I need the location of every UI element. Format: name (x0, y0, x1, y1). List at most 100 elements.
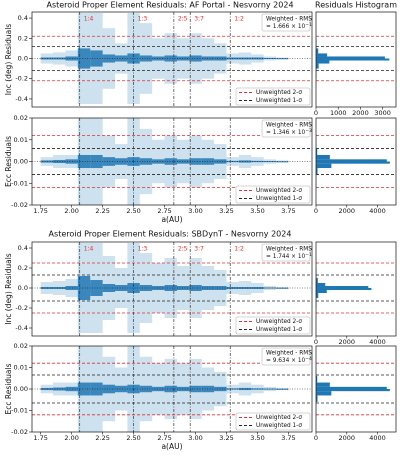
rms-mantissa: = 1.346 × 10 (266, 130, 306, 136)
resonance-label: 1:4 (84, 16, 94, 23)
rms-value: = 1.346 × 10−3 (266, 128, 312, 136)
x-tick-label: 3.00 (188, 434, 202, 442)
hist-bar (316, 159, 387, 162)
hist-bar (316, 63, 319, 69)
hist-x-tick-label: 4000 (369, 207, 386, 215)
hist-frame (315, 241, 397, 337)
y-tick-label: 0.2 (18, 34, 28, 42)
y-axis-label: Inc (deg) Residuals (4, 253, 13, 325)
y-tick-label: 0.00 (14, 385, 28, 393)
hist-bar (316, 168, 318, 175)
rms-title: Weighted - RMS (266, 247, 312, 253)
hist-x-tick-label: 2000 (338, 338, 355, 346)
y-axis-label: Ecc Residuals (4, 363, 13, 414)
rms-exponent: −1 (305, 22, 312, 28)
resonance-label: 2:5 (178, 246, 188, 253)
hist-frame (315, 11, 397, 108)
legend-box (235, 185, 311, 204)
panel-frame (31, 117, 313, 206)
legend-box (235, 412, 311, 431)
resonance-label: 1:2 (234, 16, 244, 23)
residual-core (40, 160, 54, 163)
residual-core (90, 154, 103, 169)
hist-bar (316, 286, 369, 288)
hist-area (316, 135, 390, 188)
y-tick-label: 0.01 (14, 364, 28, 372)
residual-core (90, 50, 103, 67)
hist-x-tick-label: 2000 (352, 109, 369, 117)
y-tick-label: -0.2 (15, 304, 28, 312)
hist-bar (316, 161, 390, 164)
residual-core (127, 53, 140, 64)
hist-frame (315, 117, 397, 206)
resonance-label: 2:5 (178, 16, 188, 23)
residual-core (102, 157, 116, 166)
hist-bar (316, 60, 330, 64)
plot-area (32, 346, 312, 432)
residual-core (53, 57, 66, 60)
residual-core (40, 287, 54, 289)
residual-core (115, 385, 128, 393)
hist-title: Residuals Histogram (315, 1, 397, 10)
rms-value: = 1.744 × 10−1 (266, 252, 312, 260)
residual-core (77, 382, 91, 396)
x-tick-label: 2.75 (157, 434, 171, 442)
residual-core (139, 285, 153, 291)
hist-x-tick-label: 4000 (369, 434, 386, 442)
hist-bar (316, 288, 372, 290)
rms-mantissa: = 9.634 × 10 (266, 358, 306, 364)
residual-core (102, 54, 116, 63)
hist-x-tick-label: 0 (314, 109, 318, 117)
x-tick-label: 3.00 (188, 207, 202, 215)
residual-core (40, 387, 54, 391)
panel-frame (31, 241, 313, 337)
residual-core (189, 55, 202, 62)
residual-core (176, 56, 190, 61)
chart-title: Asteroid Proper Element Residuals: AF Po… (46, 1, 293, 10)
residual-core (164, 55, 177, 62)
hist-bar (316, 58, 390, 61)
y-tick-label: 0.0 (18, 284, 28, 292)
y-tick-label: 0.0 (18, 54, 28, 62)
x-tick-label: 2.25 (95, 434, 109, 442)
hist-bar (316, 56, 385, 59)
rms-box (261, 13, 311, 32)
x-tick-label: 3.50 (250, 434, 264, 442)
rms-title: Weighted - RMS (266, 123, 312, 129)
residual-core (176, 286, 190, 290)
residual-core (176, 159, 190, 164)
residual-core (189, 385, 202, 393)
residual-core (53, 159, 66, 164)
hist-bar (316, 391, 332, 396)
rms-exponent: −4 (305, 356, 312, 362)
rms-box (261, 243, 311, 262)
hist-bar (316, 278, 318, 283)
hist-bar (316, 163, 332, 169)
residual-core (152, 159, 165, 164)
y-tick-label: 0.4 (18, 14, 28, 22)
rms-mantissa: = 1.666 × 10 (266, 24, 306, 30)
panel-frame (31, 11, 313, 108)
residual-core (77, 48, 91, 69)
legend-label: Unweighted 2-σ (256, 188, 302, 194)
residual-core (53, 287, 66, 289)
x-tick-label: 3.25 (219, 434, 233, 442)
x-axis-label: a(AU) (161, 442, 182, 451)
hist-bar (316, 386, 387, 389)
panel-frame (31, 345, 313, 433)
hist-area (316, 258, 372, 318)
plot-area (32, 13, 312, 104)
y-axis-label: Inc (deg) Residuals (4, 24, 13, 96)
resonance-label: 1:4 (84, 246, 94, 253)
x-tick-label: 2.00 (64, 434, 78, 442)
residual-core (65, 56, 78, 61)
x-tick-label: 2.75 (157, 207, 171, 215)
x-tick-label: 1.75 (33, 434, 47, 442)
x-tick-label: 2.00 (64, 207, 78, 215)
hist-x-tick-label: 2000 (338, 207, 355, 215)
hist-bar (316, 283, 326, 286)
legend-label: Unweighted 1-σ (256, 423, 302, 429)
y-tick-label: 0.4 (18, 244, 28, 252)
y-tick-label: 0.02 (14, 342, 28, 350)
y-tick-label: 0.2 (18, 264, 28, 272)
